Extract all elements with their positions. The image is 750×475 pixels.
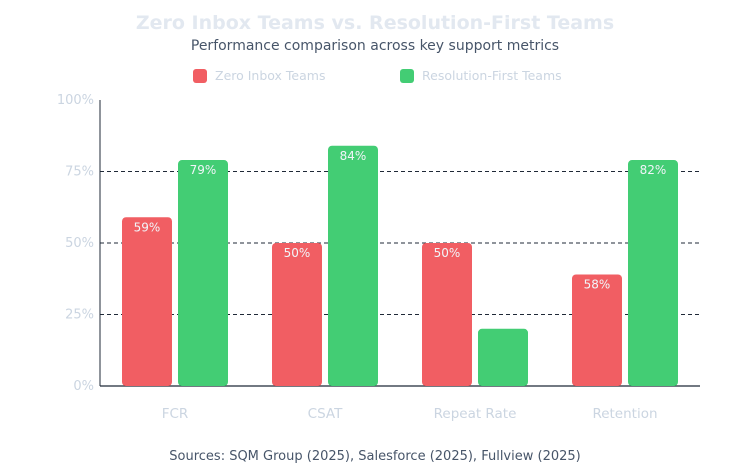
legend-item-zero-inbox[interactable]: Zero Inbox Teams: [193, 68, 325, 83]
chart-subtitle: Performance comparison across key suppor…: [190, 38, 560, 54]
chart-title: Zero Inbox Teams vs. Resolution-First Te…: [135, 12, 615, 34]
data-label: 50%: [284, 246, 311, 260]
bar-zero-inbox-fcr: [122, 217, 172, 386]
data-label: 84%: [340, 149, 367, 163]
bar-resolution-first-fcr: [178, 160, 228, 386]
data-label: 82%: [640, 163, 667, 177]
chart-legend: Zero Inbox Teams Resolution-First Teams: [0, 68, 750, 86]
data-label: 59%: [134, 220, 161, 234]
data-label: 79%: [190, 163, 217, 177]
x-tick-label: CSAT: [308, 406, 343, 422]
legend-swatch-resolution-first: [400, 68, 414, 83]
y-tick-label: 25%: [65, 308, 94, 323]
data-label: 50%: [434, 246, 461, 260]
bar-resolution-first-retention: [628, 160, 678, 386]
y-tick-label: 100%: [57, 93, 94, 108]
legend-label-zero-inbox: Zero Inbox Teams: [215, 68, 326, 83]
y-tick-label: 0%: [73, 379, 94, 394]
y-tick-label: 75%: [65, 165, 94, 180]
y-tick-label: 50%: [65, 236, 94, 251]
bar-resolution-first-csat: [328, 145, 378, 386]
bar-resolution-first-repeat-rate: [478, 328, 528, 386]
bar-zero-inbox-retention: [572, 274, 622, 386]
bar-zero-inbox-csat: [272, 243, 322, 386]
legend-item-resolution-first[interactable]: Resolution-First Teams: [400, 68, 562, 83]
legend-label-resolution-first: Resolution-First Teams: [422, 68, 562, 83]
legend-swatch-zero-inbox: [193, 68, 207, 83]
x-tick-label: Repeat Rate: [434, 406, 517, 422]
x-tick-label: Retention: [592, 406, 657, 422]
data-label: 58%: [584, 277, 611, 291]
x-tick-label: FCR: [162, 406, 189, 422]
chart-source: Sources: SQM Group (2025), Salesforce (2…: [169, 449, 581, 464]
bar-zero-inbox-repeat-rate: [422, 243, 472, 386]
